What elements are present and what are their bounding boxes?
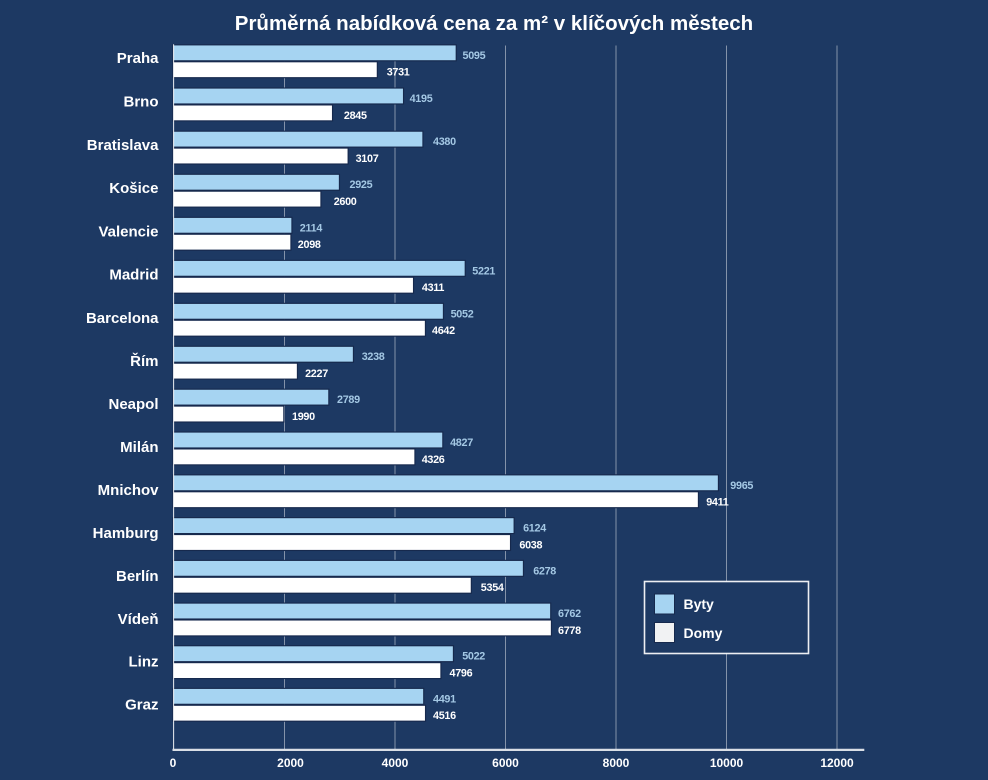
svg-text:9411: 9411 [706,497,729,509]
svg-text:12000: 12000 [820,756,854,770]
svg-text:4311: 4311 [422,282,445,294]
svg-text:Vídeň: Vídeň [118,611,159,628]
svg-text:5354: 5354 [481,582,504,594]
svg-text:5221: 5221 [472,265,495,277]
svg-text:5095: 5095 [463,50,486,62]
svg-text:Valencie: Valencie [98,223,158,240]
svg-text:Průměrná nabídková cena za m²: Průměrná nabídková cena za m² v klíčovýc… [235,12,753,35]
svg-text:4827: 4827 [450,437,473,449]
svg-text:6124: 6124 [523,523,546,535]
svg-text:6278: 6278 [533,565,556,577]
svg-text:9965: 9965 [730,480,753,492]
svg-text:4516: 4516 [433,710,456,722]
svg-text:6038: 6038 [519,539,542,551]
svg-text:5022: 5022 [462,651,485,663]
svg-text:2789: 2789 [337,394,360,406]
svg-text:2000: 2000 [277,756,304,770]
svg-text:2227: 2227 [305,368,328,380]
svg-text:Linz: Linz [129,654,159,671]
svg-text:4491: 4491 [433,693,456,705]
svg-text:Neapol: Neapol [108,396,158,413]
svg-text:8000: 8000 [603,756,630,770]
svg-text:Mnichov: Mnichov [98,482,159,499]
svg-text:Barcelona: Barcelona [86,310,159,327]
svg-text:6762: 6762 [558,608,581,620]
svg-text:Bratislava: Bratislava [87,137,159,154]
svg-text:Graz: Graz [125,696,158,713]
svg-text:5052: 5052 [451,308,474,320]
svg-text:0: 0 [170,756,177,770]
svg-text:1990: 1990 [292,411,315,423]
svg-text:2114: 2114 [300,222,323,234]
svg-text:Brno: Brno [124,94,159,111]
svg-text:3107: 3107 [356,153,379,165]
svg-text:6000: 6000 [492,756,519,770]
svg-text:10000: 10000 [710,756,744,770]
svg-text:3238: 3238 [362,351,385,363]
svg-text:6778: 6778 [558,625,581,637]
svg-text:4642: 4642 [432,325,455,337]
svg-text:3731: 3731 [387,67,410,79]
svg-text:Praha: Praha [117,50,159,67]
svg-text:Milán: Milán [120,439,158,456]
svg-text:4796: 4796 [450,667,473,679]
svg-text:4195: 4195 [410,93,433,105]
svg-text:4000: 4000 [382,756,409,770]
svg-text:Hamburg: Hamburg [93,525,159,542]
svg-text:2845: 2845 [344,110,367,122]
svg-text:2098: 2098 [298,239,321,251]
svg-text:2600: 2600 [334,196,357,208]
svg-text:Berlín: Berlín [116,568,159,585]
svg-text:Košice: Košice [109,180,158,197]
svg-text:Madrid: Madrid [109,267,158,284]
svg-text:2925: 2925 [350,179,373,191]
svg-text:4380: 4380 [433,136,456,148]
svg-text:Byty: Byty [684,596,715,612]
svg-text:Domy: Domy [684,625,723,641]
svg-text:Řím: Řím [130,352,158,370]
svg-text:4326: 4326 [422,454,445,466]
